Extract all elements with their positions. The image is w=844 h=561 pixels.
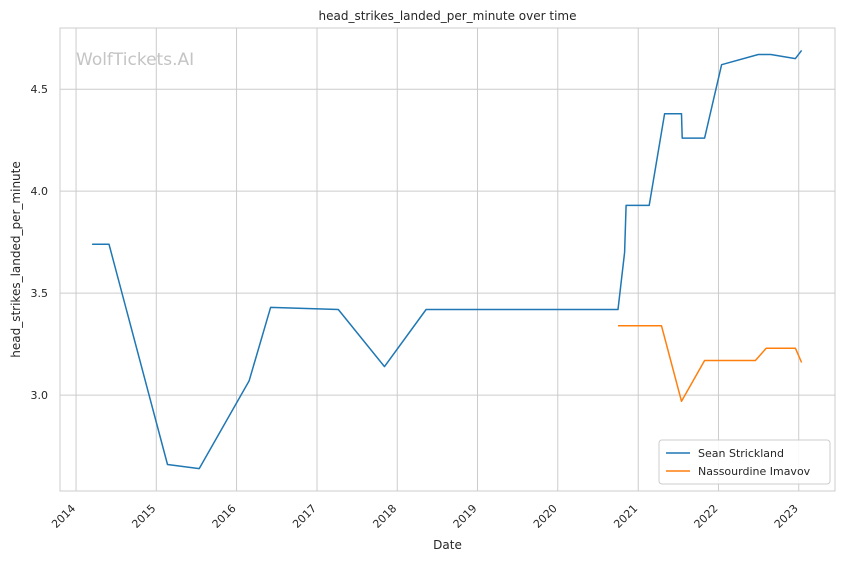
- grid-lines: [60, 28, 835, 491]
- y-tick-label: 3.5: [31, 287, 49, 300]
- watermark: WolfTickets.AI: [76, 50, 194, 70]
- chart-title: head_strikes_landed_per_minute over time: [318, 9, 576, 23]
- legend: Sean Strickland Nassourdine Imavov: [658, 439, 831, 485]
- y-axis-ticks: 3.0 3.5 4.0 4.5: [31, 83, 49, 402]
- y-tick-label: 4.5: [31, 83, 49, 96]
- series-line-0: [92, 49, 803, 470]
- y-tick-label: 4.0: [31, 185, 49, 198]
- y-axis-title: head_strikes_landed_per_minute: [9, 161, 23, 358]
- plot-area-frame: [59, 27, 836, 492]
- x-axis-title: Date: [433, 538, 462, 552]
- series-lines: [92, 49, 803, 470]
- legend-label: Nassourdine Imavov: [698, 465, 811, 478]
- legend-box: [658, 439, 831, 485]
- legend-label: Sean Strickland: [698, 447, 784, 460]
- y-tick-label: 3.0: [31, 389, 49, 402]
- series-line-1: [618, 325, 803, 403]
